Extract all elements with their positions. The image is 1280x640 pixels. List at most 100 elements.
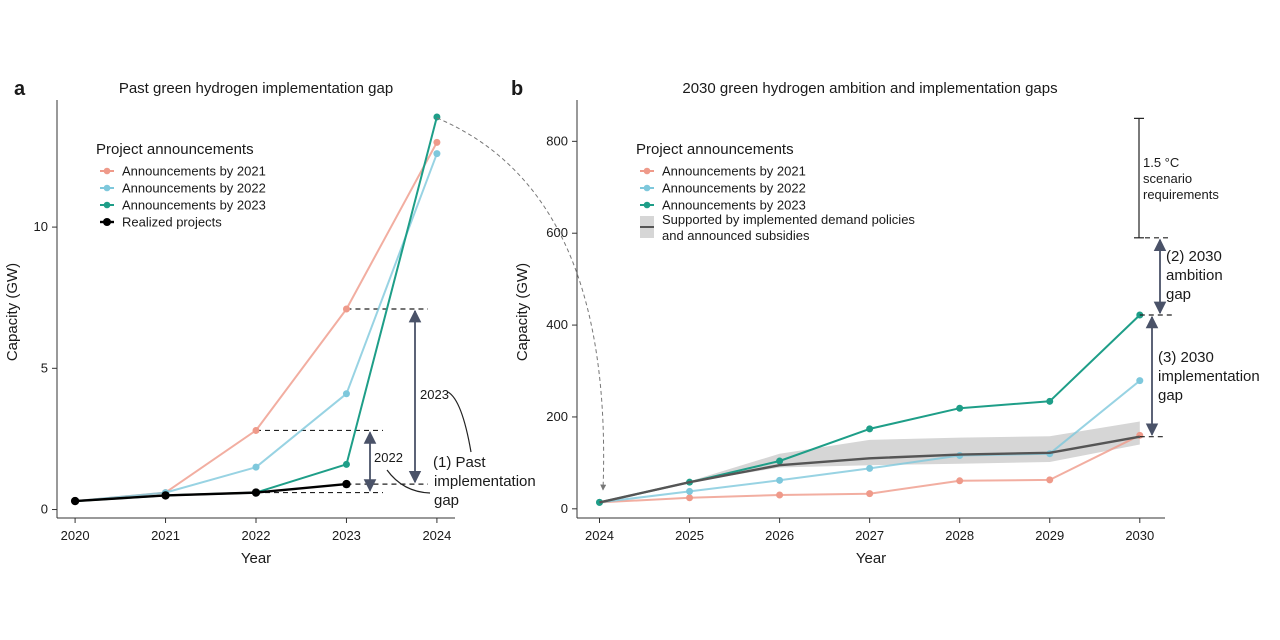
panel-b-y-tick-label: 600 [546, 225, 568, 240]
panel-a-x-tick-label: 2022 [242, 528, 271, 543]
panel-a: a Past green hydrogen implementation gap… [4, 78, 536, 567]
panel-a-gap-annotations: 2023 2022 (1) Past implementation gap [256, 308, 536, 509]
legend-item-supported: Supported by implemented demand policies… [640, 212, 915, 243]
panel-b-x-tick-label: 2026 [765, 528, 794, 543]
panel-b-x-tick-label: 2028 [945, 528, 974, 543]
legend-label-realized: Realized projects [122, 215, 222, 230]
panel-a-point-realized [161, 491, 170, 500]
legend-item-ann2023: Announcements by 2023 [100, 198, 266, 213]
panel-b-y-tick-label: 800 [546, 133, 568, 148]
panel-b-series-ann2023 [596, 311, 1144, 506]
panel-b-x-tick-label: 2029 [1035, 528, 1064, 543]
legend-label-supported: Supported by implemented demand policies [662, 212, 915, 227]
legend-swatch-dot [643, 184, 651, 192]
panel-a-point-ann2021 [342, 305, 350, 313]
ambition-gap-label: gap [1166, 286, 1191, 303]
panel-b-point-ann2022 [866, 464, 874, 472]
panel-b-x-tick-label: 2024 [585, 528, 614, 543]
panel-b-band-layer [599, 421, 1140, 503]
gap-callout-2022 [386, 469, 431, 494]
past-gap-label: gap [434, 492, 459, 509]
panel-b-point-ann2021 [956, 477, 964, 485]
implementation-gap-label: (3) 2030 [1158, 349, 1214, 366]
panel-b-point-ann2023 [1046, 397, 1054, 405]
panel-b-point-ann2022 [1136, 377, 1144, 385]
panel-b-legend: Project announcements Announcements by 2… [636, 141, 915, 243]
panel-a-point-realized [251, 488, 261, 497]
ambition-gap-label: (2) 2030 [1166, 248, 1222, 265]
panel-a-point-ann2022 [433, 150, 441, 158]
legend-label-ann2022: Announcements by 2022 [662, 181, 806, 196]
panel-b-point-ann2021 [1046, 476, 1054, 484]
panel-a-point-ann2022 [342, 390, 350, 398]
panel-b-point-ann2023 [956, 404, 964, 412]
legend-item-ann2021: Announcements by 2021 [100, 164, 266, 179]
panel-a-point-ann2023 [342, 460, 350, 468]
legend-swatch-dot [103, 201, 111, 209]
panel-a-point-realized [342, 479, 351, 489]
panel-a-line-realized [75, 482, 347, 503]
panel-a-letter: a [14, 78, 26, 100]
ambition-gap-label: ambition [1166, 267, 1223, 284]
panel-b-point-ann2021 [776, 491, 784, 499]
scenario-label: requirements [1143, 187, 1219, 202]
panel-a-y-tick-label: 5 [41, 360, 48, 375]
legend-swatch-dot [643, 201, 651, 209]
legend-label-ann2021: Announcements by 2021 [662, 164, 806, 179]
panel-b: b 2030 green hydrogen ambition and imple… [511, 78, 1260, 567]
gap-2022-label: 2022 [374, 450, 403, 465]
legend-swatch-dot [103, 184, 111, 192]
panel-b-x-tick-label: 2030 [1125, 528, 1154, 543]
legend-item-ann2023: Announcements by 2023 [640, 198, 806, 213]
panel-b-letter: b [511, 78, 523, 100]
legend-item-ann2022: Announcements by 2022 [100, 181, 266, 196]
panel-a-x-tick-label: 2024 [422, 528, 451, 543]
panel-b-legend-title: Project announcements [636, 141, 794, 158]
gap-callout-2023 [447, 391, 472, 453]
panel-b-point-ann2021 [686, 494, 694, 502]
panel-b-point-ann2023 [776, 457, 784, 465]
panel-b-y-title: Capacity (GW) [514, 263, 531, 361]
legend-item-ann2022: Announcements by 2022 [640, 181, 806, 196]
panel-connector-arrow [436, 117, 607, 491]
gap-2023-label: 2023 [420, 387, 449, 402]
panel-a-series [70, 113, 441, 506]
legend-label-supported: and announced subsidies [662, 228, 810, 243]
past-gap-label: implementation [434, 473, 536, 490]
legend-label-ann2021: Announcements by 2021 [122, 164, 266, 179]
panel-b-x-tick-label: 2025 [675, 528, 704, 543]
panel-b-title: 2030 green hydrogen ambition and impleme… [682, 80, 1057, 97]
panel-b-point-ann2022 [776, 476, 784, 484]
legend-label-ann2022: Announcements by 2022 [122, 181, 266, 196]
panel-b-point-ann2022 [686, 487, 694, 495]
panel-a-series-realized [70, 479, 351, 506]
panel-b-ticks: 2024 2025 2026 2027 2028 2029 2030 0 200 400 600 80… [546, 133, 1154, 543]
legend-swatch-dot [103, 167, 111, 175]
legend-swatch-dot [103, 218, 111, 226]
panel-a-point-ann2021 [433, 138, 441, 146]
legend-label-ann2023: Announcements by 2023 [122, 198, 266, 213]
panel-a-ticks: 2020 2021 2022 2023 2024 0 5 10 [34, 219, 452, 543]
panel-a-point-ann2022 [252, 463, 260, 471]
panel-b-series [596, 311, 1144, 506]
panel-a-y-tick-label: 10 [34, 219, 48, 234]
panel-b-x-title: Year [856, 550, 886, 567]
legend-swatch-dot [643, 167, 651, 175]
panel-a-x-title: Year [241, 550, 271, 567]
panel-a-x-tick-label: 2021 [151, 528, 180, 543]
panel-a-point-realized [70, 496, 80, 506]
panel-a-title: Past green hydrogen implementation gap [119, 80, 393, 97]
implementation-gap-label: gap [1158, 387, 1183, 404]
panel-a-legend: Project announcements Announcements by 2… [96, 141, 266, 230]
panel-b-y-tick-label: 200 [546, 409, 568, 424]
legend-label-ann2023: Announcements by 2023 [662, 198, 806, 213]
scenario-label: scenario [1143, 171, 1192, 186]
panel-b-x-tick-label: 2027 [855, 528, 884, 543]
panel-a-x-tick-label: 2023 [332, 528, 361, 543]
panel-a-y-tick-label: 0 [41, 502, 48, 517]
panel-b-y-tick-label: 400 [546, 317, 568, 332]
legend-item-ann2021: Announcements by 2021 [640, 164, 806, 179]
legend-item-realized: Realized projects [100, 215, 222, 230]
panel-a-x-tick-label: 2020 [61, 528, 90, 543]
